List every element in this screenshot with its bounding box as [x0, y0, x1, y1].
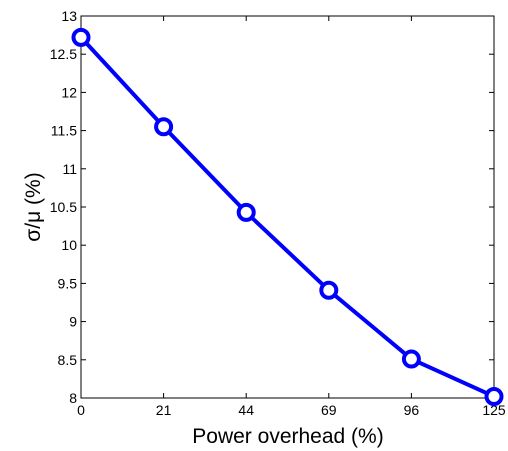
- series-group: [71, 27, 504, 406]
- x-tick-label: 21: [156, 402, 172, 418]
- y-tick-labels: 8 8.5 9 9.5 10 10.5 11 11.5 12 12.5 13: [50, 8, 77, 406]
- x-tick-labels: 0 21 44 69 96 125: [77, 402, 506, 418]
- x-tick-label: 44: [238, 402, 254, 418]
- y-tick-label: 8.5: [58, 352, 78, 368]
- data-point: [319, 280, 339, 300]
- y-tick-label: 10: [61, 237, 77, 253]
- y-tick-label: 13: [61, 8, 77, 24]
- x-tick-label: 125: [482, 402, 506, 418]
- data-point: [154, 117, 174, 137]
- y-tick-label: 10.5: [50, 199, 77, 215]
- x-axis-label: Power overhead (%): [192, 425, 383, 448]
- y-tick-label: 11.5: [51, 123, 77, 139]
- data-point: [484, 386, 504, 406]
- x-tick-label: 69: [321, 402, 337, 418]
- data-point: [236, 202, 256, 222]
- y-tick-label: 11: [62, 161, 77, 177]
- y-tick-label: 9: [69, 314, 77, 330]
- plot-frame: [80, 15, 495, 399]
- y-tick-label: 9.5: [58, 275, 78, 291]
- y-tick-label: 8: [69, 390, 77, 406]
- data-point: [71, 27, 91, 47]
- x-tick-label: 96: [404, 402, 420, 418]
- y-axis-label: σ/μ (%): [22, 172, 45, 241]
- y-tick-label: 12: [61, 84, 77, 100]
- x-tick-label: 0: [77, 402, 85, 418]
- data-point: [401, 349, 421, 369]
- series-line: [79, 36, 495, 399]
- y-tick-label: 12.5: [50, 46, 77, 62]
